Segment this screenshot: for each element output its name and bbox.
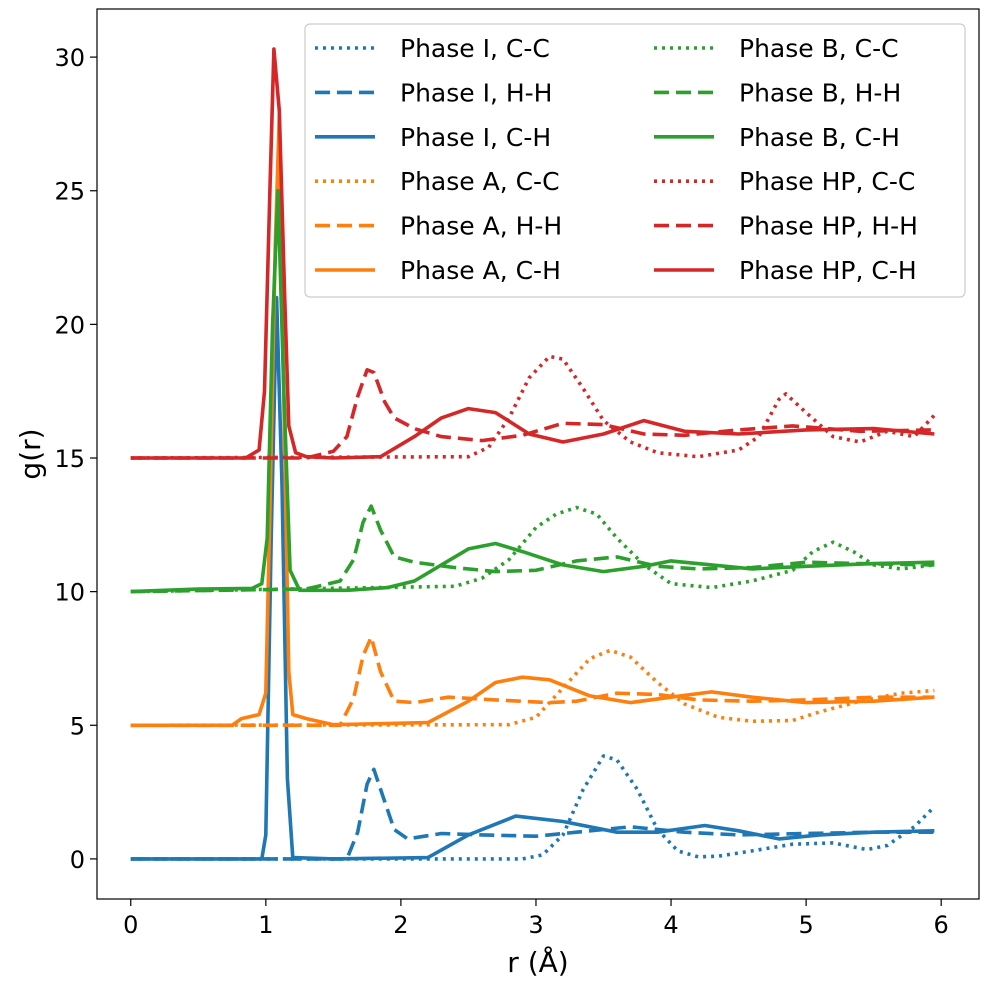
legend-label-phase-a-c-h: Phase A, C-H [400, 256, 561, 285]
x-tick-label: 0 [123, 911, 138, 939]
x-tick-label: 3 [528, 911, 543, 939]
x-tick-label: 4 [663, 911, 678, 939]
y-tick-label: 20 [54, 311, 85, 339]
legend-label-phase-hp-c-h: Phase HP, C-H [739, 256, 917, 285]
x-tick-label: 2 [393, 911, 408, 939]
legend-label-phase-i-c-c: Phase I, C-C [400, 34, 550, 63]
series-line-phase-b-c-c [130, 505, 935, 594]
plot-frame [96, 8, 980, 900]
legend-label-phase-b-h-h: Phase B, H-H [739, 78, 901, 107]
legend-label-phase-hp-c-c: Phase HP, C-C [739, 167, 915, 196]
y-tick-label: 0 [70, 846, 85, 874]
x-tick-label: 5 [798, 911, 813, 939]
x-axis-label: r (Å) [507, 945, 568, 979]
y-tick-label: 30 [54, 44, 85, 72]
legend: Phase I, C-C Phase I, H-H Phase I, C-H Phas… [304, 23, 966, 298]
series-line-phase-b-c-h [130, 188, 935, 594]
series-line-phase-hp-c-c [130, 354, 936, 460]
y-tick-label: 10 [54, 579, 85, 607]
series-line-phase-i-c-c [130, 754, 936, 861]
y-tick-label: 5 [70, 712, 85, 740]
series-layer [130, 47, 936, 861]
y-tick-label: 25 [54, 178, 85, 206]
series-line-phase-i-c-h [130, 295, 935, 861]
series-line-phase-b-h-h [130, 504, 935, 594]
series-line-phase-a-c-c [130, 648, 935, 728]
legend-label-phase-b-c-c: Phase B, C-C [739, 34, 899, 63]
legend-label-phase-i-h-h: Phase I, H-H [400, 78, 552, 107]
x-tick-label: 6 [934, 911, 949, 939]
series-line-phase-i-h-h [130, 767, 935, 861]
ticks-layer: 0 1 2 3 4 5 6 0 5 10 15 20 25 30 [54, 44, 948, 939]
series-line-phase-hp-h-h [130, 367, 935, 460]
legend-label-phase-a-c-c: Phase A, C-C [400, 167, 560, 196]
series-line-phase-a-h-h [130, 635, 935, 728]
y-tick-label: 15 [54, 445, 85, 473]
legend-label-phase-hp-h-h: Phase HP, H-H [739, 212, 918, 241]
y-axis-label: g(r) [14, 428, 47, 479]
legend-box [304, 23, 966, 298]
legend-label-phase-b-c-h: Phase B, C-H [739, 123, 900, 152]
x-tick-label: 1 [258, 911, 273, 939]
legend-label-phase-a-h-h: Phase A, H-H [400, 212, 562, 241]
series-line-phase-hp-c-h [130, 47, 935, 460]
legend-label-phase-i-c-h: Phase I, C-H [400, 123, 551, 152]
series-line-phase-a-c-h [130, 114, 935, 728]
